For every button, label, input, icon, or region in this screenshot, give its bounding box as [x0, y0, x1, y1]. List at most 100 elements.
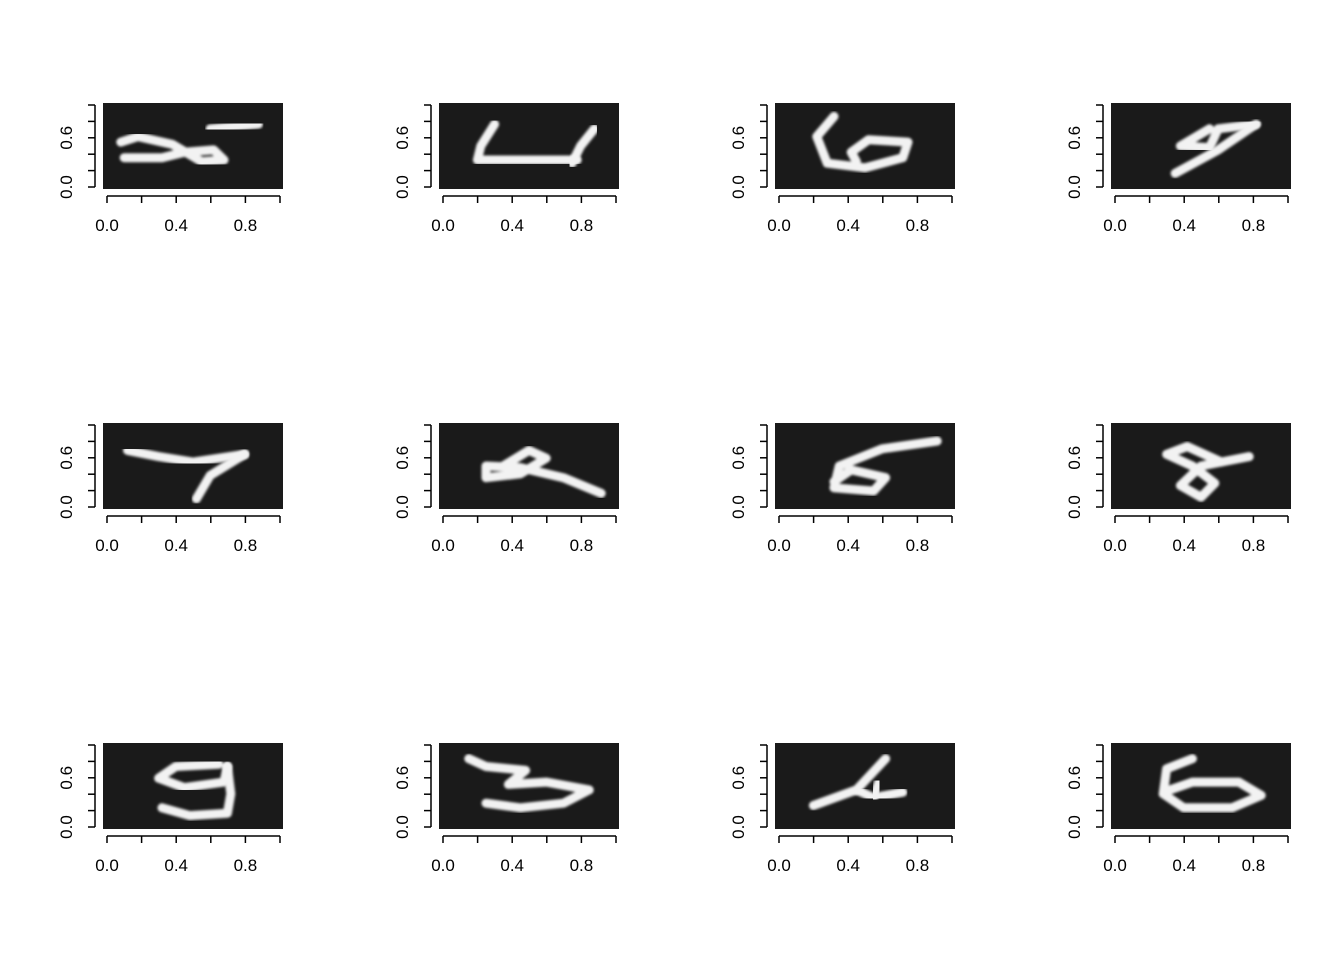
x-axis: 0.0 0.4 0.8 [95, 195, 281, 235]
x-tick-label: 0.8 [1242, 536, 1266, 555]
x-tick-label: 0.4 [500, 536, 524, 555]
x-tick-label: 0.4 [164, 856, 188, 875]
digit-stroke [829, 436, 942, 496]
y-tick-label: 0.0 [1065, 175, 1084, 199]
x-tick-label: 0.0 [767, 216, 791, 235]
y-tick-label: 0.0 [393, 495, 412, 519]
y-axis: 0.0 0.6 [393, 744, 432, 839]
y-tick-label: 0.0 [729, 815, 748, 839]
y-tick-label: 0.6 [57, 766, 76, 790]
digit-stroke [812, 111, 913, 173]
digit-panel: 0.0 0.4 0.8 0.0 0.6 [729, 103, 955, 235]
image-raster [103, 103, 283, 189]
y-tick-label: 0.6 [57, 126, 76, 150]
digit-stroke [205, 119, 263, 134]
y-tick-label: 0.0 [729, 495, 748, 519]
y-tick-label: 0.6 [393, 766, 412, 790]
x-tick-label: 0.4 [836, 216, 860, 235]
x-tick-label: 0.0 [431, 856, 455, 875]
digit-panel: 0.0 0.4 0.8 0.0 0.6 [393, 743, 619, 875]
digit-stroke [472, 119, 582, 165]
y-tick-label: 0.6 [1065, 126, 1084, 150]
digit-stroke [123, 445, 250, 467]
x-tick-label: 0.0 [95, 536, 119, 555]
x-axis: 0.0 0.4 0.8 [767, 515, 953, 555]
digit-stroke [464, 754, 594, 813]
x-axis: 0.0 0.4 0.8 [1103, 835, 1289, 875]
x-tick-label: 0.0 [767, 856, 791, 875]
x-axis: 0.0 0.4 0.8 [1103, 195, 1289, 235]
x-tick-label: 0.8 [570, 856, 594, 875]
digit-stroke [567, 124, 599, 168]
y-tick-label: 0.6 [393, 126, 412, 150]
digit-stroke [157, 762, 236, 821]
y-axis: 0.0 0.6 [1065, 744, 1104, 839]
x-tick-label: 0.4 [164, 536, 188, 555]
digit-stroke [481, 445, 606, 498]
x-axis: 0.0 0.4 0.8 [431, 195, 617, 235]
x-tick-label: 0.0 [431, 536, 455, 555]
x-axis: 0.0 0.4 0.8 [767, 195, 953, 235]
y-axis: 0.0 0.6 [1065, 424, 1104, 519]
x-tick-label: 0.0 [95, 856, 119, 875]
image-raster [775, 423, 955, 509]
digit-stroke [1158, 754, 1266, 813]
x-tick-label: 0.8 [906, 536, 930, 555]
digit-panel: 0.0 0.4 0.8 0.0 0.6 [729, 743, 955, 875]
x-tick-label: 0.8 [1242, 856, 1266, 875]
y-tick-label: 0.0 [1065, 815, 1084, 839]
y-tick-label: 0.6 [729, 126, 748, 150]
x-tick-label: 0.8 [234, 216, 258, 235]
digit-panel: 0.0 0.4 0.8 0.0 0.6 [729, 423, 955, 555]
x-tick-label: 0.4 [836, 536, 860, 555]
y-tick-label: 0.0 [393, 815, 412, 839]
x-tick-label: 0.8 [234, 536, 258, 555]
y-tick-label: 0.0 [57, 495, 76, 519]
digit-panel: 0.0 0.4 0.8 0.0 0.6 [1065, 423, 1291, 555]
x-tick-label: 0.0 [767, 536, 791, 555]
digit-panel: 0.0 0.4 0.8 0.0 0.6 [57, 423, 283, 555]
y-tick-label: 0.6 [729, 766, 748, 790]
y-tick-label: 0.6 [57, 446, 76, 470]
x-tick-label: 0.8 [906, 856, 930, 875]
y-axis: 0.0 0.6 [1065, 104, 1104, 199]
y-tick-label: 0.0 [57, 815, 76, 839]
y-tick-label: 0.0 [729, 175, 748, 199]
x-axis: 0.0 0.4 0.8 [431, 835, 617, 875]
digit-panel: 0.0 0.4 0.8 0.0 0.6 [393, 103, 619, 235]
y-tick-label: 0.6 [729, 446, 748, 470]
y-tick-label: 0.0 [1065, 495, 1084, 519]
x-axis: 0.0 0.4 0.8 [95, 515, 281, 555]
y-axis: 0.0 0.6 [393, 104, 432, 199]
x-tick-label: 0.4 [1172, 536, 1196, 555]
x-tick-label: 0.4 [164, 216, 188, 235]
y-tick-label: 0.0 [57, 175, 76, 199]
x-tick-label: 0.0 [95, 216, 119, 235]
y-axis: 0.0 0.6 [729, 104, 768, 199]
digit-panel: 0.0 0.4 0.8 0.0 0.6 [57, 103, 283, 235]
image-raster [439, 103, 619, 189]
x-tick-label: 0.8 [234, 856, 258, 875]
x-tick-label: 0.4 [1172, 856, 1196, 875]
x-tick-label: 0.8 [1242, 216, 1266, 235]
digit-panel: 0.0 0.4 0.8 0.0 0.6 [1065, 103, 1291, 235]
digit-panel: 0.0 0.4 0.8 0.0 0.6 [393, 423, 619, 555]
y-axis: 0.0 0.6 [393, 424, 432, 519]
digit-stroke [191, 449, 250, 504]
y-tick-label: 0.0 [393, 175, 412, 199]
x-tick-label: 0.0 [1103, 216, 1127, 235]
digit-panel: 0.0 0.4 0.8 0.0 0.6 [57, 743, 283, 875]
digit-stroke [1175, 119, 1261, 153]
y-axis: 0.0 0.6 [729, 424, 768, 519]
x-tick-label: 0.4 [500, 216, 524, 235]
x-tick-label: 0.8 [570, 216, 594, 235]
y-tick-label: 0.6 [1065, 766, 1084, 790]
y-tick-label: 0.6 [1065, 446, 1084, 470]
x-tick-label: 0.0 [431, 216, 455, 235]
x-axis: 0.0 0.4 0.8 [1103, 515, 1289, 555]
x-tick-label: 0.8 [906, 216, 930, 235]
x-tick-label: 0.4 [836, 856, 860, 875]
y-tick-label: 0.6 [393, 446, 412, 470]
digit-stroke [1162, 442, 1254, 502]
